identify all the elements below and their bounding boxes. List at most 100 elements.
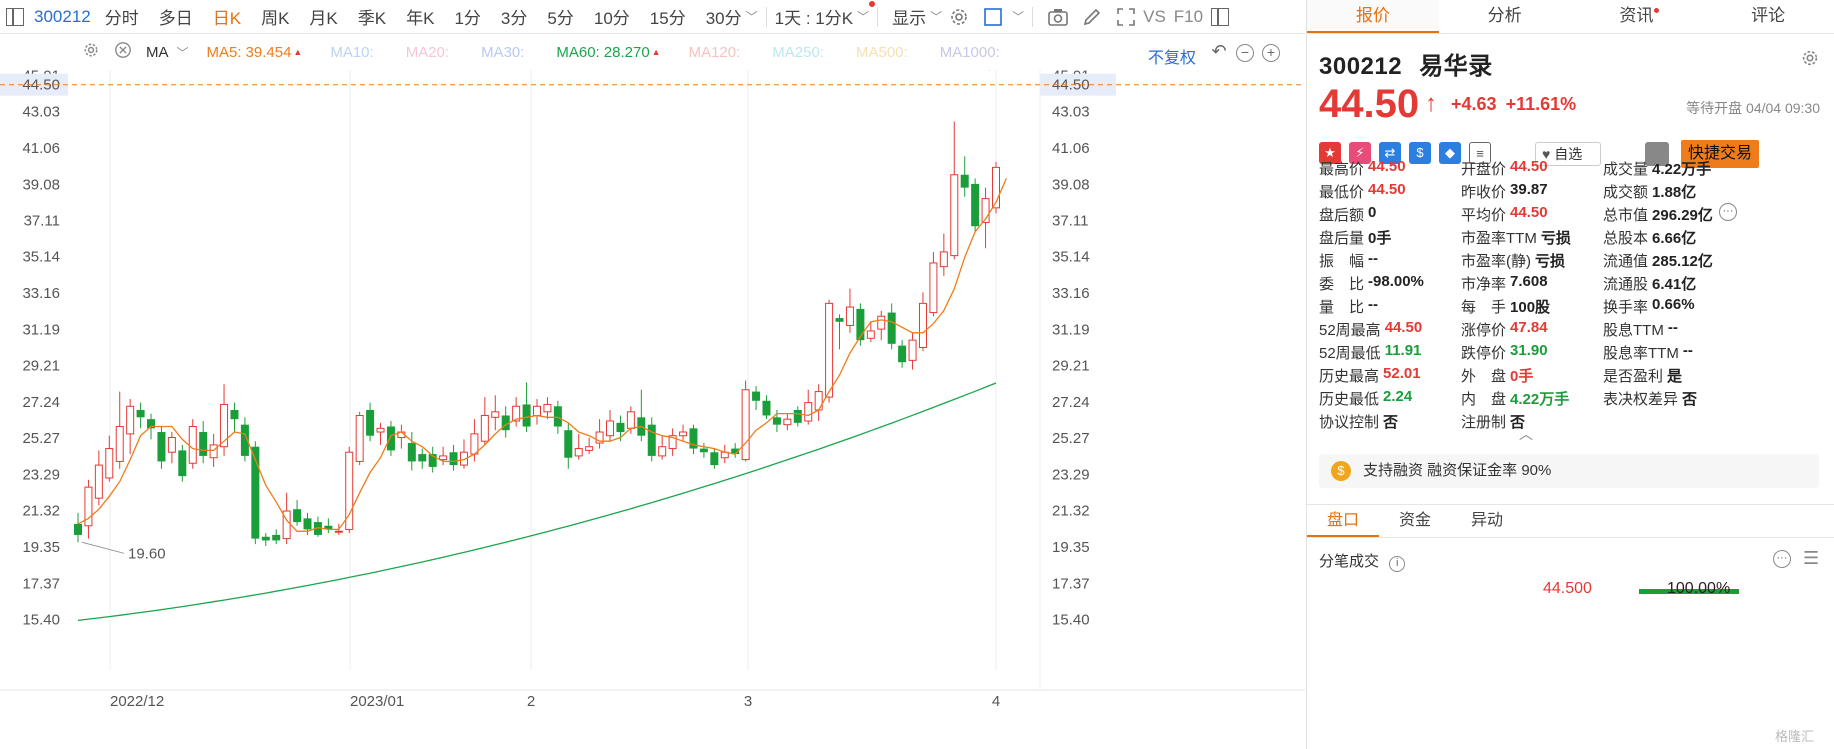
period-tab-month-k[interactable]: 月K: [309, 9, 338, 28]
stat-cell: [1603, 411, 1773, 434]
dollar-icon[interactable]: $: [1409, 142, 1431, 164]
stat-cell: 流通股 6.41亿: [1603, 273, 1773, 296]
quote-tabs: 报价 分析 资讯 评论: [1307, 0, 1834, 34]
zoom-in-icon[interactable]: +: [1262, 44, 1280, 62]
subtab-movement[interactable]: 异动: [1470, 512, 1503, 529]
info-icon[interactable]: i: [1389, 556, 1406, 572]
y-tick-label: 43.03: [1052, 104, 1090, 121]
chevron-down-icon[interactable]: ﹀: [930, 10, 943, 24]
ma-item[interactable]: MA30:: [481, 44, 528, 61]
stat-value: 1.88亿: [1652, 184, 1697, 201]
tab-comments[interactable]: 评论: [1751, 6, 1786, 25]
ma-item[interactable]: MA60: 28.270 ▲: [556, 44, 660, 61]
tab-analysis[interactable]: 分析: [1487, 6, 1522, 25]
stat-label: 换手率: [1603, 299, 1649, 316]
more-options-icon[interactable]: ···: [1773, 550, 1791, 568]
period-tab-5min[interactable]: 5分: [547, 9, 574, 28]
stat-label: 量 比: [1319, 299, 1365, 316]
chevron-down-icon[interactable]: ﹀: [176, 45, 189, 60]
lightning-icon[interactable]: ⚡: [1349, 142, 1371, 164]
ma-label: MA5:: [206, 43, 242, 61]
period-tab-15min[interactable]: 15分: [649, 9, 686, 28]
candlestick-chart[interactable]: 45.0145.0144.5044.5043.0343.0341.0641.06…: [0, 70, 1305, 749]
ma-item[interactable]: MA1000:: [940, 44, 1004, 61]
subtab-capital[interactable]: 资金: [1398, 512, 1431, 529]
period-tab-day-k[interactable]: 日K: [212, 9, 242, 28]
period-tab-30min[interactable]: 30分: [705, 9, 742, 28]
vs-compare-button[interactable]: VS: [1143, 6, 1166, 26]
y-tick-label: 35.14: [1052, 249, 1090, 266]
panel-toggle-icon[interactable]: [6, 7, 24, 26]
tab-news[interactable]: 资讯: [1571, 0, 1703, 33]
bell-alert-icon[interactable]: [1645, 142, 1669, 166]
period-tab-fenshi[interactable]: 分时: [104, 9, 139, 28]
tick-price: 44.500: [1543, 580, 1592, 597]
tag-icon[interactable]: ◆: [1439, 142, 1461, 164]
settings-gear-icon[interactable]: [1800, 48, 1820, 74]
ma-settings-icon[interactable]: [82, 41, 104, 63]
camera-icon[interactable]: [1047, 6, 1069, 28]
candle-body: [668, 435, 677, 450]
chevron-down-icon[interactable]: ﹀: [1012, 10, 1025, 24]
ma-item[interactable]: MA500:: [856, 44, 912, 61]
ma-item[interactable]: MA250:: [772, 44, 828, 61]
f10-button[interactable]: F10: [1173, 6, 1204, 26]
quick-trade-button[interactable]: 快捷交易: [1681, 140, 1759, 168]
chevron-down-icon[interactable]: ﹀: [857, 10, 870, 24]
period-tab-year-k[interactable]: 年K: [406, 9, 435, 28]
document-icon[interactable]: ≡: [1469, 142, 1491, 164]
period-tab-duori[interactable]: 多日: [158, 9, 193, 28]
stock-code-link[interactable]: 300212: [34, 6, 91, 26]
range-select[interactable]: 1天 : 1分K: [774, 9, 854, 28]
stat-cell: 委 比 -98.00%: [1319, 273, 1461, 296]
candle-body: [512, 405, 521, 422]
ma-item[interactable]: MA20:: [406, 44, 453, 61]
layout-box-icon[interactable]: [982, 6, 1004, 28]
display-menu[interactable]: 显示: [892, 9, 927, 28]
stat-value: 0: [1368, 204, 1377, 221]
period-tab-season-k[interactable]: 季K: [357, 9, 387, 28]
ma-close-icon[interactable]: [114, 41, 136, 63]
ma-item[interactable]: MA5: 39.454 ▲: [207, 44, 303, 61]
stat-cell: 振 幅 --: [1319, 250, 1461, 273]
adjust-mode-button[interactable]: 不复权: [1148, 50, 1197, 67]
subtab-orderbook[interactable]: 盘口: [1307, 505, 1379, 537]
stat-cell: 股息TTM --: [1603, 319, 1773, 342]
tick-percent: 100.00%: [1667, 580, 1731, 597]
draw-pen-icon[interactable]: [1081, 6, 1103, 28]
candle-body: [689, 428, 698, 449]
add-watchlist-button[interactable]: ♥ 自选: [1535, 142, 1601, 166]
ma-type-label[interactable]: MA: [146, 43, 169, 61]
stat-value: 47.84: [1510, 319, 1548, 336]
period-tab-3min[interactable]: 3分: [500, 9, 528, 28]
stat-value: 6.66亿: [1652, 230, 1697, 247]
period-tab-1min[interactable]: 1分: [454, 9, 481, 28]
undo-icon[interactable]: ↶: [1211, 41, 1227, 61]
settings-gear-icon[interactable]: [948, 6, 970, 28]
low-label: 19.60: [128, 545, 166, 562]
stat-value: 31.90: [1510, 342, 1548, 359]
period-tab-week-k[interactable]: 周K: [261, 9, 290, 28]
period-tab-10min[interactable]: 10分: [593, 9, 630, 28]
stat-value: 100股: [1510, 299, 1551, 316]
stat-label: 盘后额: [1319, 207, 1365, 224]
y-tick-label: 41.06: [1052, 140, 1090, 157]
tab-quote[interactable]: 报价: [1307, 0, 1439, 33]
chevron-down-icon[interactable]: ﹀: [745, 10, 758, 24]
sidebar-toggle-icon[interactable]: [1211, 7, 1230, 26]
zoom-out-icon[interactable]: −: [1236, 44, 1254, 62]
china-flag-icon[interactable]: ★: [1319, 142, 1341, 164]
collapse-chevron-icon[interactable]: ︿: [1519, 426, 1533, 442]
ma-item[interactable]: MA120:: [689, 44, 745, 61]
ma-item[interactable]: MA10:: [330, 44, 377, 61]
stat-row: 委 比 -98.00% 市净率 7.608 流通股 6.41亿: [1319, 273, 1829, 296]
stat-label: 最高价: [1319, 161, 1365, 178]
ma-indicator-bar: MA ﹀ MA5: 39.454 ▲ MA10: MA20: MA30: MA60: 28.2…: [0, 34, 1120, 70]
stock-name: 易华录: [1419, 53, 1493, 80]
notification-dot: [1653, 8, 1659, 13]
fullscreen-icon[interactable]: [1115, 6, 1137, 28]
list-view-icon[interactable]: ☰: [1803, 548, 1820, 568]
shuffle-icon[interactable]: ⇄: [1379, 142, 1401, 164]
high-label: 44.50: [932, 70, 970, 72]
more-options-icon[interactable]: ···: [1719, 203, 1737, 221]
